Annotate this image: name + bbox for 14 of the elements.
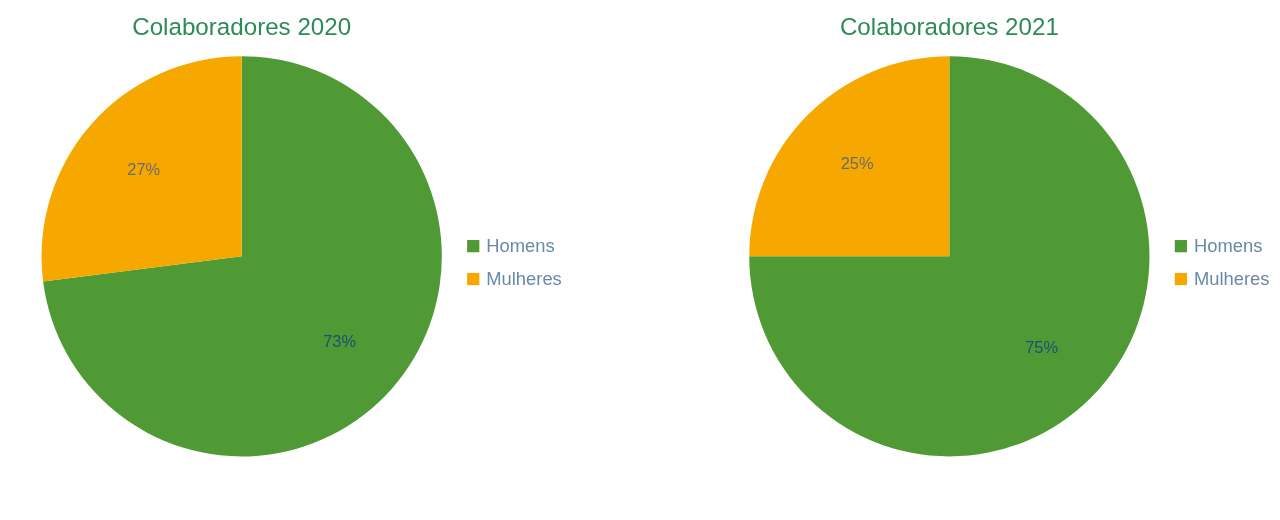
- pie-slice: [41, 56, 242, 282]
- pie-slice: [749, 56, 950, 257]
- pie-slice: [749, 56, 1150, 457]
- data-label: 25%: [840, 153, 874, 172]
- data-label: 75%: [1025, 338, 1059, 357]
- legend-label: Homens: [486, 234, 555, 256]
- legend-label: Mulheres: [486, 267, 562, 289]
- legend-label: Mulheres: [1193, 267, 1270, 289]
- chart-title: Colaboradores 2020: [132, 12, 352, 40]
- legend-label: Homens: [1193, 234, 1263, 256]
- chart-title: Colaboradores 2021: [839, 12, 1059, 40]
- pie-slice: [43, 56, 442, 457]
- data-label: 73%: [323, 332, 357, 351]
- data-label: 27%: [127, 159, 161, 178]
